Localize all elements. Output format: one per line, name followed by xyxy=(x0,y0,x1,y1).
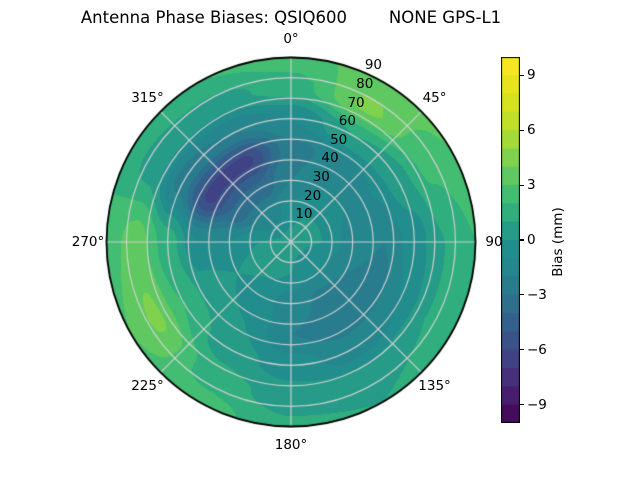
angular-tick-label: 225° xyxy=(131,377,164,394)
angular-tick-label: 315° xyxy=(131,90,164,107)
radial-tick-label: 30 xyxy=(312,169,330,186)
colorbar-tickmark xyxy=(520,129,524,131)
angular-tick-label: 90 xyxy=(485,234,503,250)
angular-tick-label: 270° xyxy=(71,234,105,250)
angular-tick-label: 180° xyxy=(274,437,308,453)
colorbar-tick-label: −3 xyxy=(527,286,547,303)
colorbar xyxy=(501,57,520,423)
colorbar-tick-label: 6 xyxy=(527,122,536,139)
colorbar-tick-label: 3 xyxy=(527,177,536,194)
colorbar-tick-label: −6 xyxy=(527,341,547,358)
radial-tick-label: 80 xyxy=(356,75,374,92)
angular-tick-label: 0° xyxy=(283,31,299,47)
colorbar-tick-label: 0 xyxy=(527,232,536,248)
colorbar-tickmark xyxy=(520,404,524,406)
colorbar-tickmark xyxy=(520,294,524,296)
colorbar-tickmark xyxy=(520,239,524,241)
colorbar-tickmark xyxy=(520,349,524,351)
colorbar-tickmark xyxy=(520,184,524,186)
radial-tick-label: 90 xyxy=(364,57,382,74)
radial-tick-label: 10 xyxy=(295,206,313,223)
angular-tick-label: 135° xyxy=(418,377,451,394)
colorbar-tick-label: −9 xyxy=(527,396,547,413)
radial-tick-label: 20 xyxy=(304,187,322,204)
colorbar-tickmark xyxy=(520,74,524,76)
chart-title: Antenna Phase Biases: QSIQ600 NONE GPS-L… xyxy=(80,8,502,27)
angular-tick-label: 45° xyxy=(422,90,447,107)
radial-tick-label: 40 xyxy=(321,150,339,167)
radial-tick-label: 70 xyxy=(347,94,365,111)
colorbar-tick-label: 9 xyxy=(527,67,536,84)
radial-tick-label: 50 xyxy=(330,131,348,148)
colorbar-axis-label: Bias (mm) xyxy=(550,207,566,277)
radial-tick-label: 60 xyxy=(338,113,356,130)
polar-heatmap xyxy=(105,56,477,428)
